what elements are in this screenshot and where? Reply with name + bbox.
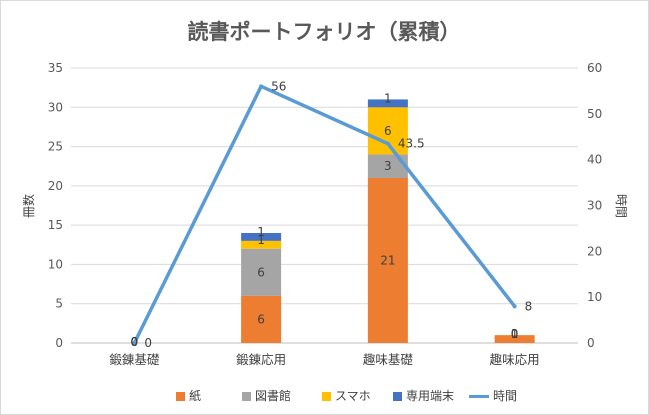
y-tick-label: 30: [48, 100, 63, 114]
y2-tick-label: 20: [587, 244, 602, 258]
bar-segment: [494, 335, 535, 343]
y2-tick-label: 10: [587, 290, 602, 304]
line-series: [132, 84, 517, 345]
y2-axis-title: 時間: [614, 194, 628, 218]
legend-label: 専用端末: [406, 389, 454, 403]
y-tick-label: 35: [48, 61, 63, 75]
legend-swatch: [176, 392, 185, 401]
line-data-label: 8: [525, 299, 533, 313]
bar-data-label: 0: [511, 327, 519, 341]
line-point: [259, 84, 264, 89]
bar-data-label: 1: [511, 327, 519, 341]
axes: 051015202530350102030405060鍛錬基礎 鍛錬応用 趣味基礎趣…: [48, 61, 603, 367]
y2-tick-label: 0: [587, 336, 595, 350]
bar-data-label: 0: [131, 335, 139, 349]
y-tick-label: 0: [55, 336, 63, 350]
gridlines: [71, 67, 578, 344]
legend-swatch: [242, 392, 251, 401]
legend-swatch: [322, 392, 331, 401]
bar-data-label: 0: [131, 335, 139, 349]
line-point: [385, 141, 390, 146]
bar-data-label: 1: [384, 91, 392, 105]
bar-segment: [367, 107, 408, 155]
bar-data-label: 0: [131, 335, 139, 349]
bar-data-label: 0: [511, 327, 519, 341]
legend-label: 時間: [493, 389, 517, 403]
x-tick-label: 趣味基礎: [363, 352, 414, 367]
bar-data-label: 6: [257, 312, 265, 326]
legend-swatch: [393, 392, 402, 401]
line-path: [132, 84, 517, 345]
line-point: [132, 341, 137, 345]
bar-data-label: 1: [257, 225, 265, 239]
y2-tick-label: 50: [587, 107, 602, 121]
line-point: [512, 304, 517, 309]
bar-data-label: 3: [384, 159, 392, 173]
x-tick-label: 趣味応用: [490, 352, 540, 367]
line-data-label: 0: [144, 336, 152, 350]
y-tick-label: 20: [48, 179, 63, 193]
y2-tick-label: 40: [587, 153, 602, 167]
legend: 紙 図書館 スマホ 専用端末 時間: [176, 388, 517, 403]
bar-data-label: 6: [384, 124, 392, 138]
y2-tick-label: 60: [587, 61, 602, 75]
bar-data-label: 0: [511, 327, 519, 341]
y-tick-label: 10: [48, 257, 63, 271]
bar-data-label: 21: [380, 254, 395, 268]
y-tick-label: 5: [55, 297, 63, 311]
chart-title: 読書ポートフォリオ（累積）: [188, 20, 461, 44]
bar-segment: [241, 240, 282, 249]
bar-segment: [241, 248, 282, 296]
bars: [241, 99, 535, 343]
x-tick-label: 鍛錬基礎: [109, 352, 160, 367]
bar-segment: [367, 154, 408, 178]
bar-segment: [241, 233, 282, 241]
line-data-label: 43.5: [398, 137, 425, 151]
bar-data-label: 0: [131, 335, 139, 349]
y-tick-label: 25: [48, 140, 63, 154]
y-tick-label: 15: [48, 218, 63, 232]
x-tick-label: 鍛錬応用: [236, 352, 286, 367]
line-data-label: 56: [271, 79, 286, 93]
bar-data-label: 6: [257, 265, 265, 279]
legend-label: スマホ: [335, 389, 371, 403]
bar-segment: [241, 295, 282, 343]
legend-label: 紙: [189, 388, 201, 403]
y-axis-title: 冊数: [21, 194, 36, 218]
legend-label: 図書館: [255, 388, 291, 403]
bar-data-label: 1: [257, 233, 265, 247]
y2-tick-label: 30: [587, 199, 602, 213]
bar-segment: [367, 99, 408, 108]
bar-segment: [367, 178, 408, 343]
